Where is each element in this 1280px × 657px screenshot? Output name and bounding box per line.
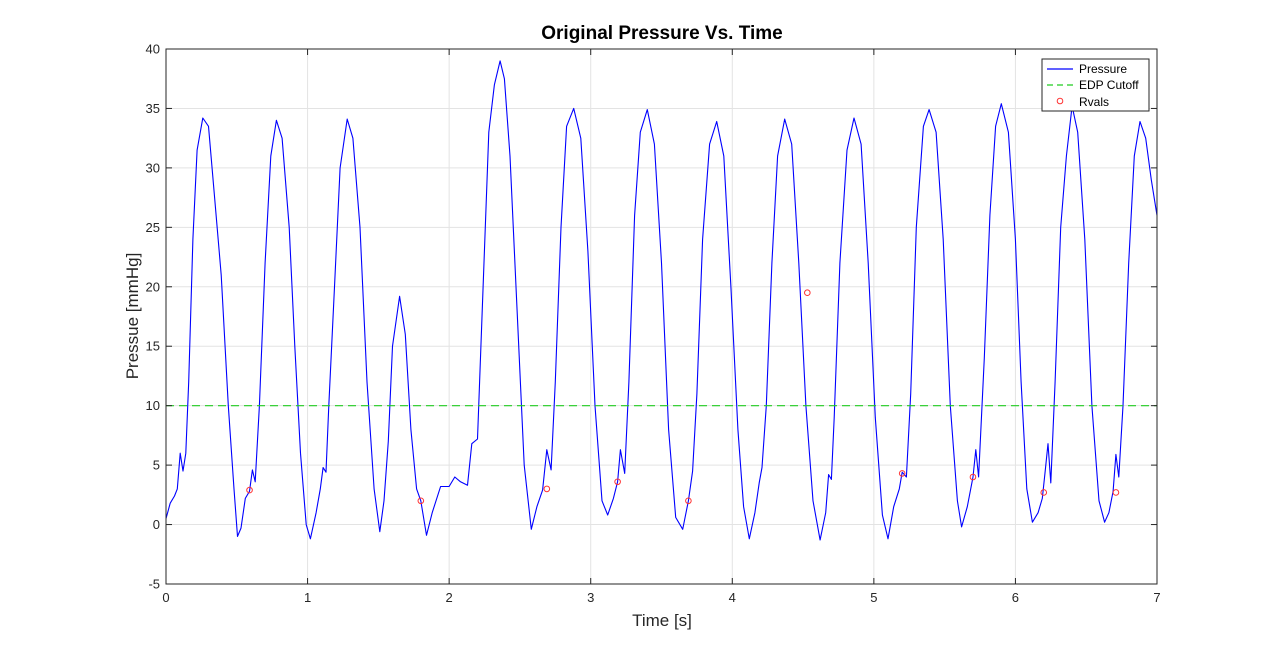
y-tick-label: 20 bbox=[146, 279, 160, 294]
rvals-point bbox=[1112, 489, 1120, 496]
y-tick-label: 5 bbox=[153, 458, 160, 473]
y-tick-label: 40 bbox=[146, 42, 160, 57]
y-tick-label: 0 bbox=[153, 517, 160, 532]
y-tick-label: 25 bbox=[146, 220, 160, 235]
rvals-point bbox=[898, 470, 906, 477]
rvals-point bbox=[685, 497, 692, 505]
y-tick-label: 35 bbox=[146, 101, 160, 116]
rvals-point bbox=[804, 289, 811, 297]
rvals-point bbox=[1040, 489, 1048, 496]
y-tick-label: 30 bbox=[146, 160, 160, 175]
rvals-point bbox=[614, 478, 621, 486]
series-layer bbox=[165, 60, 1158, 541]
chart-title: Original Pressure Vs. Time bbox=[541, 23, 782, 44]
x-tick-label: 1 bbox=[304, 590, 311, 605]
axes-box bbox=[165, 48, 1158, 585]
rvals-point bbox=[246, 486, 253, 494]
y-axis-label: Pressue [mmHg] bbox=[123, 253, 142, 380]
x-tick-label: 6 bbox=[1012, 590, 1019, 605]
legend-label-rvals: Rvals bbox=[1079, 95, 1109, 109]
y-tick-label: 10 bbox=[146, 398, 160, 413]
y-tick-label: -5 bbox=[148, 577, 160, 592]
pressure-line bbox=[165, 60, 1158, 541]
x-tick-label: 2 bbox=[446, 590, 453, 605]
legend-swatch-rvals bbox=[1056, 97, 1064, 105]
ticks bbox=[165, 48, 1158, 585]
rvals-point bbox=[969, 473, 977, 481]
x-tick-label: 3 bbox=[587, 590, 594, 605]
x-tick-label: 7 bbox=[1153, 590, 1160, 605]
rvals-point bbox=[417, 497, 425, 505]
legend-label-edp-cutoff: EDP Cutoff bbox=[1079, 78, 1139, 92]
x-axis-label: Time [s] bbox=[632, 611, 692, 630]
y-tick-label: 15 bbox=[146, 339, 160, 354]
rvals-point bbox=[543, 485, 551, 493]
x-tick-label: 0 bbox=[162, 590, 169, 605]
legend-label-pressure: Pressure bbox=[1079, 62, 1127, 76]
x-tick-label: 5 bbox=[870, 590, 877, 605]
grid bbox=[165, 48, 1158, 585]
x-tick-label: 4 bbox=[729, 590, 736, 605]
legend: Pressure EDP Cutoff Rvals bbox=[1041, 58, 1150, 112]
